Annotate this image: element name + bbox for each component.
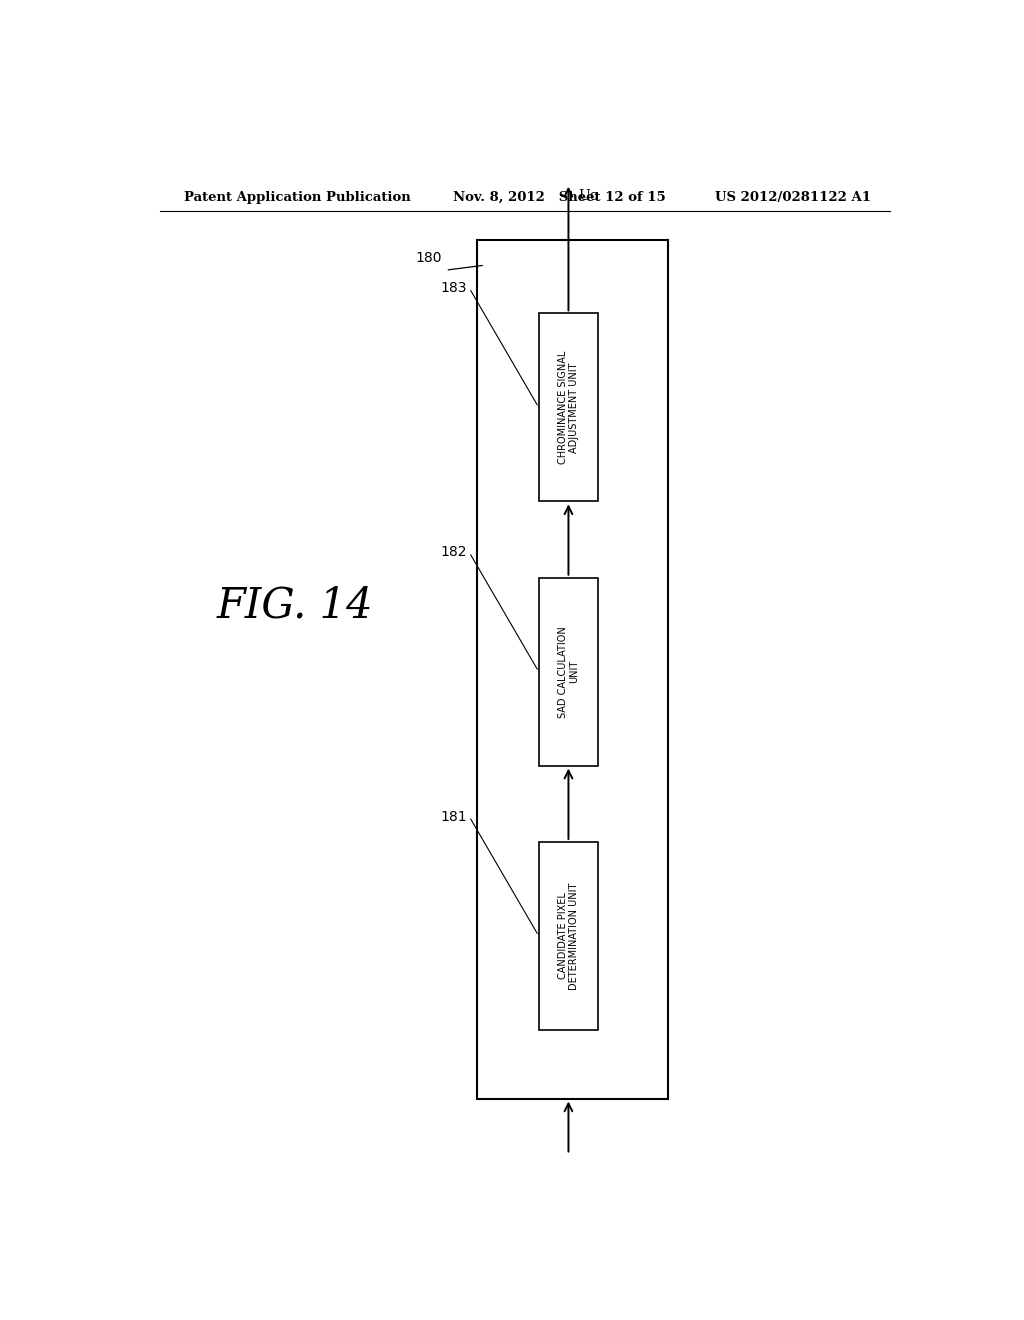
Text: 180: 180: [415, 251, 441, 265]
Text: 181: 181: [440, 809, 467, 824]
Bar: [539, 578, 598, 766]
Text: CHROMINANCE SIGNAL
ADJUSTMENT UNIT: CHROMINANCE SIGNAL ADJUSTMENT UNIT: [558, 351, 580, 465]
Text: US 2012/0281122 A1: US 2012/0281122 A1: [715, 190, 871, 203]
Text: FIG. 14: FIG. 14: [216, 585, 373, 627]
Bar: [539, 313, 598, 502]
Text: SAD CALCULATION
UNIT: SAD CALCULATION UNIT: [558, 626, 580, 718]
Text: Uc: Uc: [578, 189, 598, 203]
Bar: [539, 842, 598, 1030]
Text: 182: 182: [440, 545, 467, 560]
Bar: [477, 240, 668, 1098]
Text: CANDIDATE PIXEL
DETERMINATION UNIT: CANDIDATE PIXEL DETERMINATION UNIT: [558, 882, 580, 990]
Text: Patent Application Publication: Patent Application Publication: [183, 190, 411, 203]
Text: Nov. 8, 2012   Sheet 12 of 15: Nov. 8, 2012 Sheet 12 of 15: [454, 190, 667, 203]
Text: 183: 183: [440, 281, 467, 294]
